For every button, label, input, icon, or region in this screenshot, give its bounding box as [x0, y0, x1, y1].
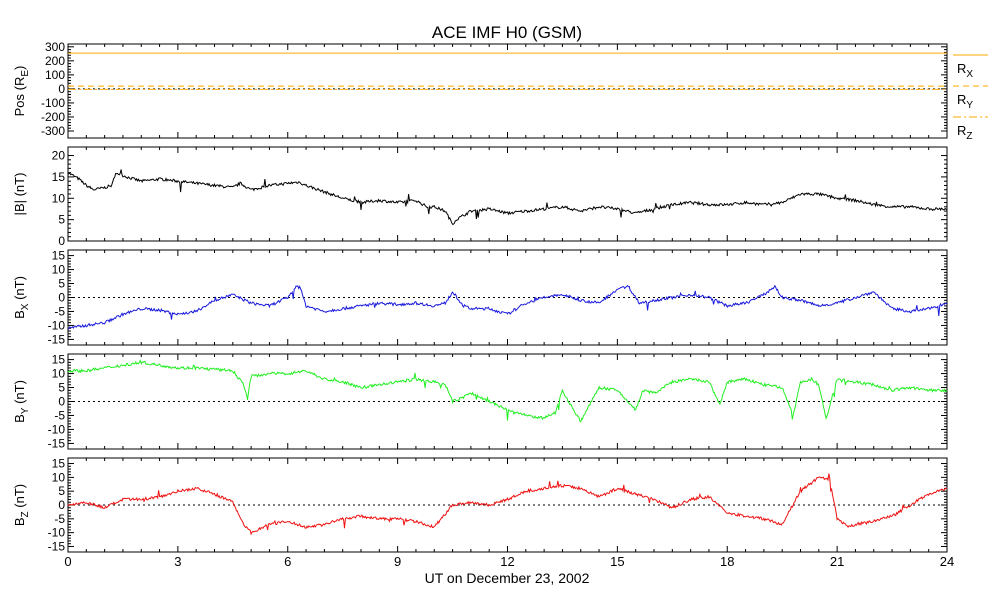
y-tick-label: 0: [58, 498, 65, 512]
y-axis-label-subscript: Y: [20, 407, 31, 414]
y-tick-label: -15: [48, 332, 66, 346]
y-tick-label: -200: [41, 110, 65, 124]
y-tick-label: -15: [48, 436, 66, 450]
y-tick-label: 5: [58, 213, 65, 227]
legend-label-subscript: Z: [966, 131, 972, 142]
legend-label-main: R: [957, 61, 966, 76]
series-line-1-0: [67, 169, 948, 225]
y-axis-label: BY (nT): [12, 380, 31, 423]
y-tick-label: 100: [45, 68, 65, 82]
legend-label-subscript: Y: [966, 100, 973, 111]
x-tick-label: 21: [830, 554, 844, 569]
legend-label-main: R: [957, 92, 966, 107]
y-axis-label-main: B: [12, 310, 27, 319]
y-tick-label: 20: [52, 149, 66, 163]
legend-label-subscript: X: [966, 69, 973, 80]
series-line-3-0: [67, 359, 948, 423]
y-axis-label-subscript: E: [20, 70, 31, 77]
x-tick-label: 12: [500, 554, 514, 569]
y-axis-label-tail: (nT): [12, 484, 27, 511]
legend-label-0: RX: [957, 61, 973, 80]
y-tick-label: 0: [58, 395, 65, 409]
y-axis-label: BX (nT): [12, 276, 31, 319]
y-tick-label: 15: [52, 249, 66, 263]
x-axis-label: UT on December 23, 2002: [425, 570, 590, 586]
y-axis-label: |B| (nT): [12, 173, 27, 216]
y-axis-label-tail: ): [12, 66, 27, 70]
y-tick-label: 15: [52, 457, 66, 471]
y-tick-label: 200: [45, 54, 65, 68]
y-tick-label: 5: [58, 277, 65, 291]
y-tick-label: -100: [41, 96, 65, 110]
y-tick-label: -5: [54, 304, 65, 318]
x-tick-label: 24: [940, 554, 954, 569]
legend-label-2: RZ: [957, 123, 973, 142]
x-tick-label: 6: [284, 554, 291, 569]
y-tick-label: -10: [48, 526, 66, 540]
y-tick-label: 300: [45, 40, 65, 54]
y-tick-label: -5: [54, 408, 65, 422]
y-tick-label: 0: [58, 82, 65, 96]
y-tick-label: -5: [54, 512, 65, 526]
y-tick-label: 0: [58, 234, 65, 248]
y-tick-label: -15: [48, 539, 66, 553]
y-tick-label: 0: [58, 291, 65, 305]
y-axis-label-subscript: Z: [20, 511, 31, 517]
y-tick-label: 5: [58, 381, 65, 395]
y-tick-label: -10: [48, 318, 66, 332]
y-tick-label: 15: [52, 170, 66, 184]
y-axis-label-main: B: [12, 414, 27, 423]
y-axis-label: BZ (nT): [12, 484, 31, 526]
y-axis-label-main: B: [12, 517, 27, 526]
y-axis-label-main: Pos (R: [12, 77, 27, 117]
x-tick-label: 18: [720, 554, 734, 569]
y-tick-label: 5: [58, 484, 65, 498]
y-tick-label: -10: [48, 422, 66, 436]
chart-title: ACE IMF H0 (GSM): [432, 23, 582, 42]
series-line-2-0: [68, 284, 948, 330]
series-line-4-0: [67, 473, 948, 536]
x-tick-label: 15: [610, 554, 624, 569]
legend-label-main: R: [957, 123, 966, 138]
y-tick-label: 15: [52, 353, 66, 367]
y-axis-label-tail: (nT): [12, 276, 27, 303]
panel-frame: [67, 146, 948, 242]
y-tick-label: 10: [52, 263, 66, 277]
x-tick-label: 3: [174, 554, 181, 569]
panel-1: 0 5 10 15 20 |B| (nT): [12, 146, 948, 248]
panel-frame: [67, 43, 948, 139]
x-tick-label: 9: [394, 554, 401, 569]
y-axis-label: Pos (RE): [12, 66, 31, 117]
x-axis: 0 3 6 9 12 15 18 21 24: [64, 554, 954, 569]
y-tick-label: -300: [41, 124, 65, 138]
y-axis-label-main: |B| (nT): [12, 173, 27, 216]
y-tick-label: 10: [52, 191, 66, 205]
y-tick-label: 10: [52, 367, 66, 381]
y-axis-label-tail: (nT): [12, 380, 27, 407]
x-tick-label: 0: [64, 554, 71, 569]
y-tick-label: 10: [52, 470, 66, 484]
y-axis-label-subscript: X: [20, 303, 31, 310]
legend-label-1: RY: [957, 92, 973, 111]
